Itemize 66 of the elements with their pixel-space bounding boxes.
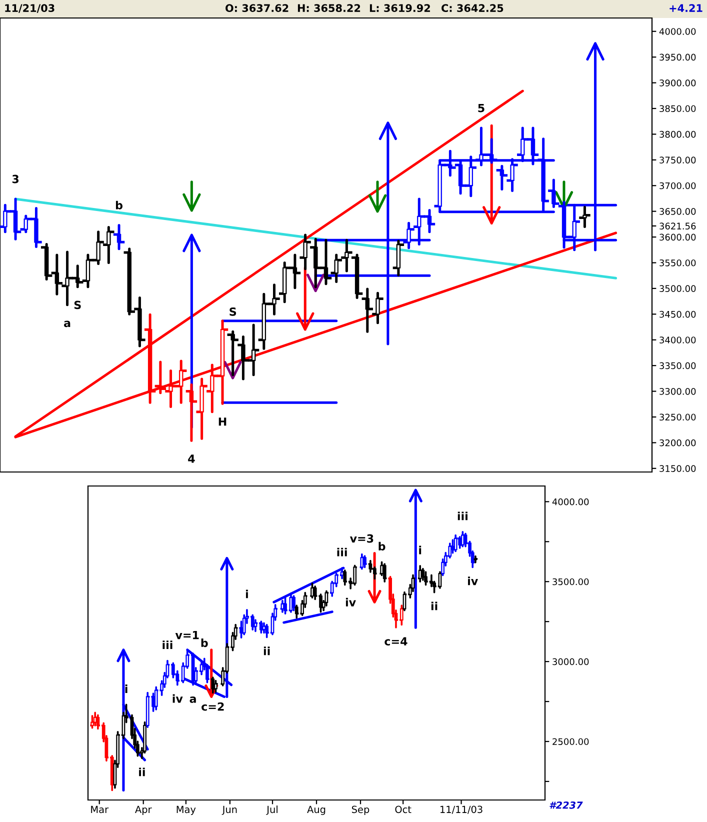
x-tick-label: May [176,806,196,815]
y-tick-label: 3850.00 [660,105,696,112]
x-tick-label: Jul [266,806,278,815]
annotation: i [246,590,248,598]
y-tick-label: 2500.00 [552,738,589,746]
text: H: 3658.22 [298,4,360,12]
y-tick-label: 3200.00 [660,439,696,446]
annotation: 4 [188,454,195,463]
y-tick-label: 3700.00 [660,182,696,190]
y-tick-label: 3000.00 [552,658,589,666]
text: C: 3642.25 [442,4,504,12]
annotation: H [218,418,226,426]
annotation: iv [346,598,356,606]
y-tick-label: 3650.00 [660,208,696,215]
annotation: v=3 [350,534,374,543]
annotation: ii [264,646,270,656]
x-tick-label: Apr [135,806,152,815]
x-tick-label: Mar [91,806,109,814]
y-tick-label: 3800.00 [660,130,696,138]
annotation: i [419,546,422,554]
y-tick-label: 4000.00 [659,28,696,35]
y-tick-label: 3500.00 [552,578,589,586]
annotation: a [190,696,196,703]
y-tick-label: 3621.56 [660,222,696,230]
y-tick-label: 3350.00 [660,362,696,370]
annotation: b [201,638,208,648]
x-tick-label: Oct [395,806,412,814]
annotation: iv [468,576,478,586]
annotation: iii [337,548,347,556]
y-tick-label: 3150.00 [660,465,696,472]
annotation: S [74,300,81,310]
y-tick-label: 3450.00 [660,310,696,318]
x-tick-label: 11/11/03 [440,806,482,814]
annotation: iii [458,512,468,520]
y-tick-label: 3900.00 [660,80,696,86]
y-tick-label: 3250.00 [660,414,696,421]
annotation: b [116,200,122,210]
text: O: 3637.62 [226,4,288,12]
annotation: 3 [12,174,19,184]
text: +4.21 [670,4,702,12]
annotation: b [378,542,386,551]
y-tick-label: 3400.00 [660,336,696,344]
y-tick-label: 3300.00 [660,388,696,395]
y-tick-label: 3950.00 [660,54,696,61]
y-tick-label: 4000.00 [552,498,589,506]
annotation: iii [162,640,172,650]
annotation: ii [431,602,438,610]
annotation: c=4 [384,637,408,646]
x-tick-label: Jun [222,806,237,815]
x-tick-label: Sep [352,806,370,815]
annotation: i [125,684,128,693]
annotation: S [230,307,236,316]
annotation: ii [139,768,145,776]
annotation: v=1 [175,631,199,640]
annotation: c=2 [202,702,224,711]
text: 11/21/03 [5,4,54,13]
annotation: a [64,320,70,328]
text: L: 3619.92 [370,4,430,12]
annotation: iv [172,694,183,703]
y-tick-label: 3550.00 [660,259,696,266]
y-tick-label: 3750.00 [660,156,696,164]
x-tick-label: Aug [307,806,326,815]
text: #2237 [550,801,583,809]
annotation: 5 [478,104,484,112]
y-tick-label: 3500.00 [660,285,696,292]
y-tick-label: 3600.00 [660,234,696,241]
